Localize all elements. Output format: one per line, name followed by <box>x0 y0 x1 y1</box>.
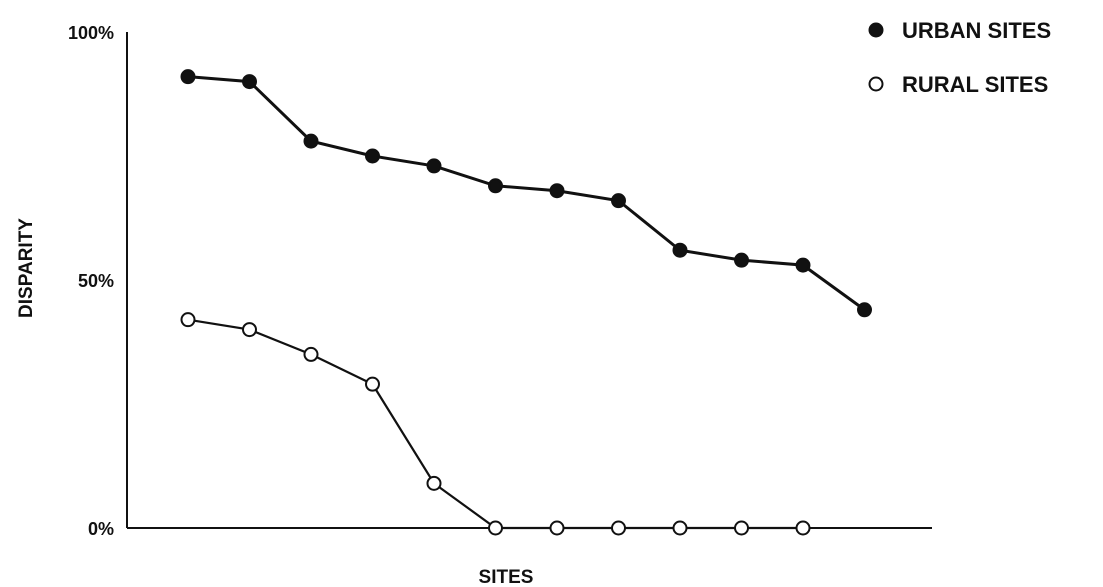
data-point <box>611 193 626 209</box>
data-point <box>180 312 196 328</box>
data-point <box>303 133 319 149</box>
data-point <box>734 520 749 536</box>
data-point <box>303 346 319 362</box>
data-point <box>242 322 257 338</box>
axes <box>126 32 932 529</box>
legend-marker <box>868 76 884 92</box>
data-point <box>857 302 872 318</box>
series-urban <box>180 69 872 318</box>
data-point <box>488 178 503 194</box>
data-point <box>365 376 380 392</box>
series-layer <box>180 69 872 536</box>
data-point <box>180 69 196 85</box>
data-point <box>611 520 626 536</box>
data-point <box>488 520 503 536</box>
y-tick-label: 100% <box>68 23 114 43</box>
legend-label: URBAN SITES <box>902 18 1051 43</box>
legend-label: RURAL SITES <box>902 72 1048 97</box>
legend-marker <box>868 22 884 38</box>
series-line <box>187 318 803 530</box>
data-point <box>549 183 565 199</box>
data-point <box>426 475 442 491</box>
data-point <box>365 148 380 164</box>
y-tick-labels: 0% 50% 100% <box>68 23 114 539</box>
data-point <box>734 252 749 268</box>
y-axis-label: DISPARITY <box>16 218 37 318</box>
series-line <box>187 75 866 311</box>
data-point <box>426 158 442 174</box>
data-point <box>795 257 811 273</box>
legend: URBAN SITES RURAL SITES <box>868 18 1051 97</box>
data-point <box>795 520 811 536</box>
data-point <box>672 242 688 258</box>
y-tick-label: 50% <box>78 271 114 291</box>
data-point <box>672 520 688 536</box>
data-point <box>242 74 257 90</box>
y-tick-label: 0% <box>88 519 114 539</box>
series-rural <box>180 312 811 536</box>
x-axis-label: SITES <box>479 567 534 587</box>
data-point <box>549 520 565 536</box>
